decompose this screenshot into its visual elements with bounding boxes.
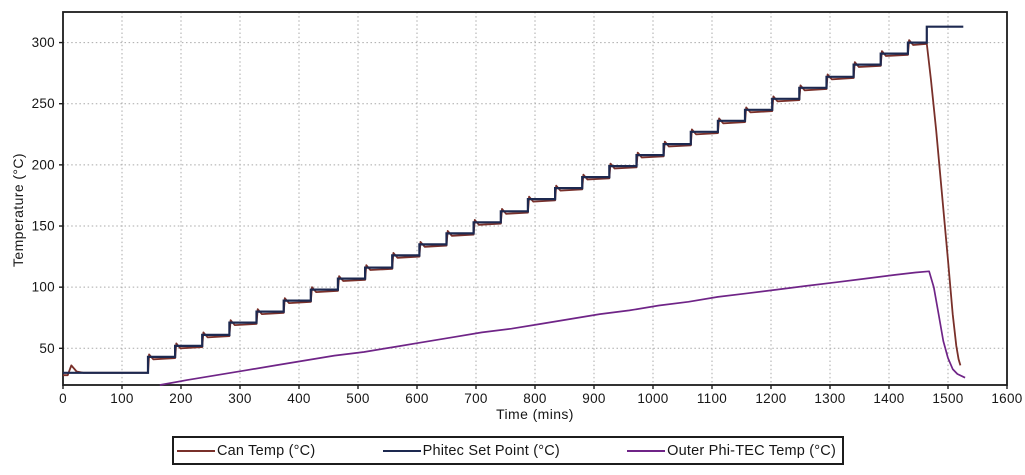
svg-text:150: 150: [32, 219, 55, 234]
svg-text:300: 300: [228, 391, 251, 406]
svg-text:800: 800: [523, 391, 546, 406]
svg-text:100: 100: [32, 280, 55, 295]
svg-text:300: 300: [32, 35, 55, 50]
svg-text:1600: 1600: [991, 391, 1022, 406]
legend-entry-set-point: Phitec Set Point (°C): [382, 442, 560, 459]
legend-label-can-temp: Can Temp (°C): [217, 442, 316, 459]
can-temp-line-swatch: [177, 449, 215, 452]
svg-text:900: 900: [582, 391, 605, 406]
svg-text:1500: 1500: [932, 391, 963, 406]
outer-temp-line-swatch: [627, 449, 666, 452]
legend: Can Temp (°C) Phitec Set Point (°C) Oute…: [172, 436, 844, 465]
chart-canvas: 0 100 200 300 400 500 600 700 800 900 1000 1100 1200…: [32, 11, 1022, 406]
svg-text:100: 100: [110, 391, 133, 406]
svg-text:1000: 1000: [637, 391, 668, 406]
legend-label-set-point: Phitec Set Point (°C): [422, 442, 560, 459]
svg-text:200: 200: [169, 391, 192, 406]
svg-text:200: 200: [32, 157, 55, 172]
svg-text:0: 0: [59, 391, 67, 406]
svg-text:50: 50: [39, 341, 55, 356]
y-axis-title: Temperature (°C): [10, 153, 26, 267]
x-axis-title: Time (mins): [496, 406, 574, 422]
svg-text:400: 400: [287, 391, 310, 406]
svg-text:1200: 1200: [755, 391, 786, 406]
legend-label-outer-temp: Outer Phi-TEC Temp (°C): [667, 442, 836, 459]
svg-text:1400: 1400: [873, 391, 904, 406]
legend-entry-can-temp: Can Temp (°C): [177, 443, 315, 459]
svg-text:600: 600: [405, 391, 428, 406]
svg-text:250: 250: [32, 96, 55, 111]
svg-text:1300: 1300: [814, 391, 845, 406]
legend-entry-outer-temp: Outer Phi-TEC Temp (°C): [627, 443, 836, 459]
svg-text:1100: 1100: [697, 391, 727, 406]
svg-text:700: 700: [464, 391, 487, 406]
set-point-line-swatch: [382, 449, 421, 452]
svg-text:500: 500: [346, 391, 369, 406]
